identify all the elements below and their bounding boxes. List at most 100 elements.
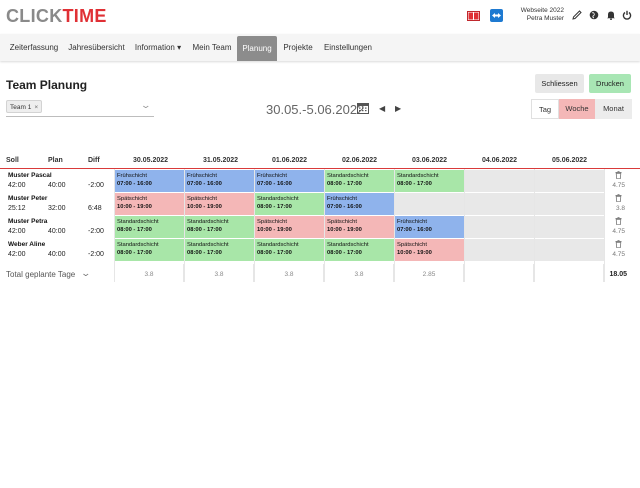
soll-value: 42:00 xyxy=(8,182,26,189)
total-planned-days-label[interactable]: Total geplante Tage xyxy=(6,270,76,279)
day-total: 3.8 xyxy=(255,264,324,282)
header-divider xyxy=(0,168,640,169)
shift-cell[interactable]: Spätschicht 10:00 - 19:00 xyxy=(185,193,254,215)
bell-icon[interactable] xyxy=(606,10,616,20)
shift-time: 10:00 - 19:00 xyxy=(397,250,432,256)
day-header: 03.06.2022 xyxy=(412,157,448,164)
plan-value: 32:00 xyxy=(48,205,66,212)
day-header: 04.06.2022 xyxy=(482,157,518,164)
shift-cell[interactable]: Frühschicht 07:00 - 16:00 xyxy=(325,193,394,215)
shift-cell[interactable]: Standardschicht 08:00 - 17:00 xyxy=(115,239,184,261)
clicktime-logo[interactable]: CLICKTIME xyxy=(6,6,107,26)
day-total: 3.8 xyxy=(325,264,394,282)
shift-name: Standardschicht xyxy=(187,219,229,225)
shift-cell[interactable] xyxy=(465,170,534,192)
pencil-icon[interactable] xyxy=(572,10,582,20)
view-week-button[interactable]: Woche xyxy=(559,99,595,119)
soll-value: 42:00 xyxy=(8,228,26,235)
close-button[interactable]: Schliessen xyxy=(535,74,584,93)
shift-cell[interactable] xyxy=(465,216,534,238)
shift-name: Standardschicht xyxy=(187,242,229,248)
shift-cell[interactable]: Spätschicht 10:00 - 19:00 xyxy=(325,216,394,238)
soll-value: 25:12 xyxy=(8,205,26,212)
shift-cell[interactable]: Spätschicht 10:00 - 19:00 xyxy=(395,239,464,261)
shift-cell[interactable]: Standardschicht 08:00 - 17:00 xyxy=(255,193,324,215)
day-total: 2.85 xyxy=(395,264,464,282)
diff-value: 6:48 xyxy=(88,205,102,212)
calendar-icon[interactable] xyxy=(357,102,369,114)
shift-cell[interactable]: Standardschicht 08:00 - 17:00 xyxy=(325,239,394,261)
date-range: 30.05.-5.06.2022 xyxy=(266,102,365,117)
nav-mein-team[interactable]: Mein Team xyxy=(192,43,232,52)
shift-cell[interactable]: Frühschicht 07:00 - 16:00 xyxy=(255,170,324,192)
col-diff-header: Diff xyxy=(88,157,100,164)
shift-cell[interactable] xyxy=(465,239,534,261)
next-week-button[interactable]: ▶ xyxy=(395,104,402,113)
team-chip-label: Team 1 xyxy=(10,104,32,111)
shift-cell[interactable]: Standardschicht 08:00 - 17:00 xyxy=(395,170,464,192)
shift-cell[interactable]: Standardschicht 08:00 - 17:00 xyxy=(255,239,324,261)
shift-name: Spätschicht xyxy=(117,196,147,202)
nav-planung[interactable]: Planung xyxy=(237,36,277,61)
person-name[interactable]: Muster Peter xyxy=(8,195,48,202)
nav-jahresuebersicht[interactable]: Jahresübersicht xyxy=(68,43,125,52)
trash-icon[interactable] xyxy=(615,194,622,204)
person-name[interactable]: Weber Aline xyxy=(8,241,46,248)
remote-support-icon[interactable] xyxy=(490,9,503,22)
team-select[interactable]: Team 1 × ⌄ xyxy=(6,97,154,117)
shift-cell[interactable]: Spätschicht 10:00 - 19:00 xyxy=(255,216,324,238)
chevron-down-icon[interactable]: ⌄ xyxy=(80,268,92,278)
shift-name: Standardschicht xyxy=(117,219,159,225)
col-soll-header: Soll xyxy=(6,157,19,164)
shift-name: Standardschicht xyxy=(117,242,159,248)
column-divider xyxy=(254,169,255,282)
shift-name: Frühschicht xyxy=(397,219,427,225)
shift-cell[interactable]: Standardschicht 08:00 - 17:00 xyxy=(185,239,254,261)
person-name[interactable]: Muster Petra xyxy=(8,218,48,225)
main-nav: Zeiterfassung Jahresübersicht Informatio… xyxy=(0,34,640,61)
trash-icon[interactable] xyxy=(615,240,622,250)
shift-cell[interactable]: Frühschicht 07:00 - 16:00 xyxy=(395,216,464,238)
shift-time: 07:00 - 16:00 xyxy=(257,181,292,187)
prev-week-button[interactable]: ◀ xyxy=(379,104,386,113)
trash-icon[interactable] xyxy=(615,171,622,181)
trash-icon[interactable] xyxy=(615,217,622,227)
power-icon[interactable] xyxy=(622,10,632,20)
shift-name: Frühschicht xyxy=(117,173,147,179)
column-divider xyxy=(534,169,535,282)
day-total xyxy=(465,264,534,282)
shift-cell[interactable] xyxy=(535,216,604,238)
nav-einstellungen[interactable]: Einstellungen xyxy=(323,43,373,52)
view-month-button[interactable]: Monat xyxy=(595,99,632,119)
chip-remove-icon[interactable]: × xyxy=(34,104,39,111)
nav-zeiterfassung[interactable]: Zeiterfassung xyxy=(9,43,59,52)
nav-information[interactable]: Information ▾ xyxy=(134,43,182,52)
shift-cell[interactable]: Frühschicht 07:00 - 16:00 xyxy=(115,170,184,192)
shift-cell[interactable]: Standardschicht 08:00 - 17:00 xyxy=(115,216,184,238)
nav-projekte[interactable]: Projekte xyxy=(283,43,313,52)
shift-cell[interactable] xyxy=(465,193,534,215)
grand-total: 18.05 xyxy=(609,271,627,278)
row-total: 4.75 xyxy=(612,228,625,235)
day-total: 3.8 xyxy=(115,264,184,282)
shift-name: Frühschicht xyxy=(257,173,287,179)
shift-time: 07:00 - 16:00 xyxy=(117,181,152,187)
view-day-button[interactable]: Tag xyxy=(531,99,559,119)
print-button[interactable]: Drucken xyxy=(589,74,631,93)
shift-cell[interactable]: Frühschicht 07:00 - 16:00 xyxy=(185,170,254,192)
globe-icon[interactable] xyxy=(589,10,599,20)
book-icon[interactable] xyxy=(467,11,480,21)
account-info[interactable]: Webseite 2022 Petra Muster xyxy=(521,7,564,23)
shift-time: 08:00 - 17:00 xyxy=(187,250,222,256)
shift-cell[interactable] xyxy=(535,193,604,215)
shift-cell[interactable] xyxy=(395,193,464,215)
shift-cell[interactable] xyxy=(535,239,604,261)
page-title: Team Planung xyxy=(6,78,88,92)
shift-cell[interactable]: Standardschicht 08:00 - 17:00 xyxy=(325,170,394,192)
shift-cell[interactable]: Spätschicht 10:00 - 19:00 xyxy=(115,193,184,215)
shift-cell[interactable]: Standardschicht 08:00 - 17:00 xyxy=(185,216,254,238)
shift-cell[interactable] xyxy=(535,170,604,192)
chevron-down-icon[interactable]: ⌄ xyxy=(140,100,152,110)
shift-time: 07:00 - 16:00 xyxy=(397,227,432,233)
person-name[interactable]: Muster Pascal xyxy=(8,172,52,179)
